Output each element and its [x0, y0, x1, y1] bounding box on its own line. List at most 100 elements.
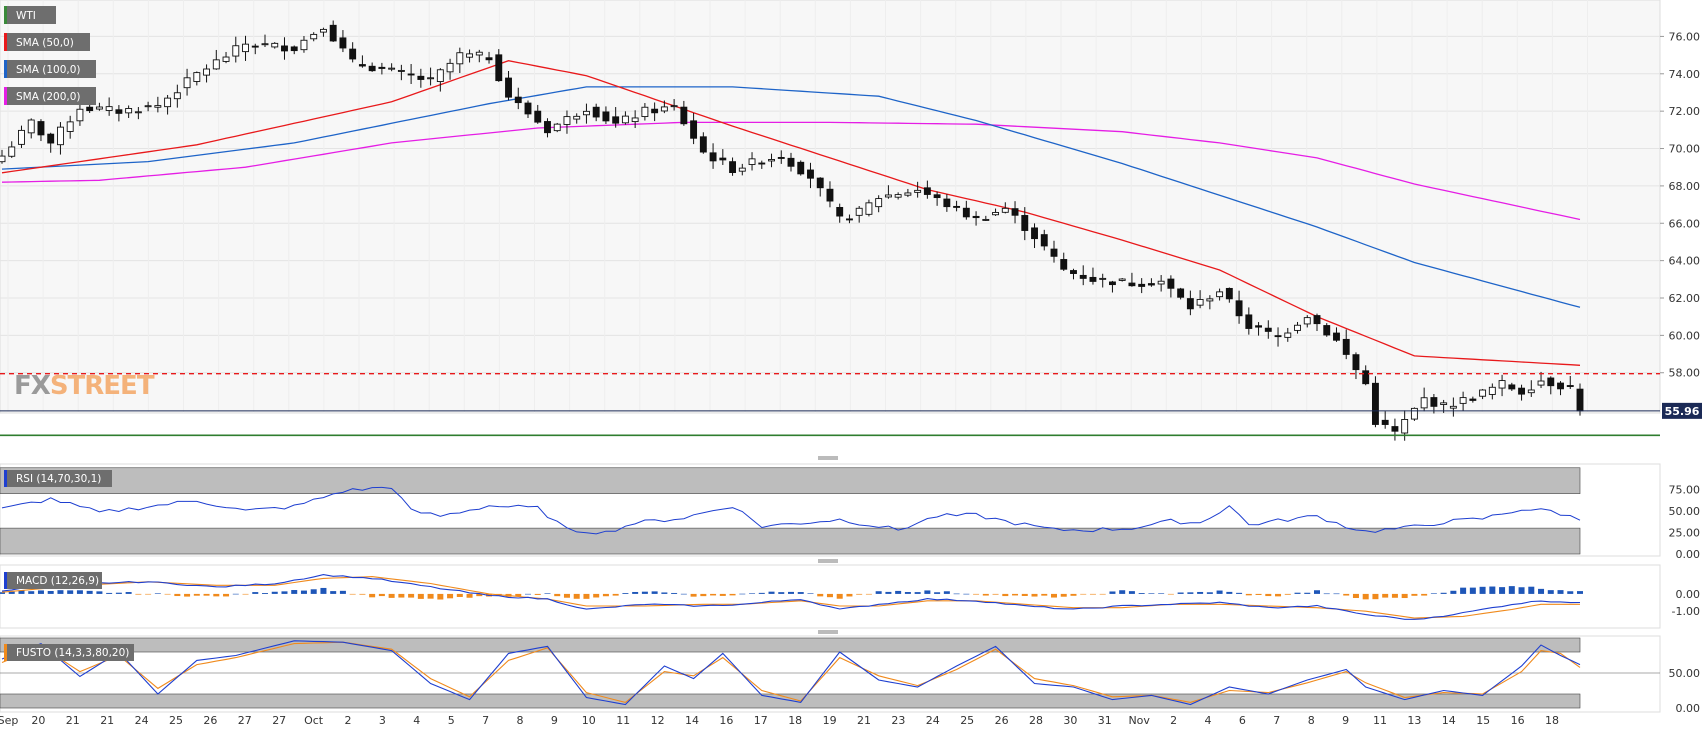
macd-histogram-bar — [125, 592, 132, 594]
time-tick-label: 16 — [719, 714, 733, 727]
candle-body — [76, 108, 84, 122]
macd-histogram-bar — [1197, 591, 1204, 594]
macd-tick-label: 0.00 — [1676, 588, 1701, 601]
legend-fusto[interactable]: FUSTO (14,3,3,80,20) — [4, 644, 134, 661]
candle-body — [787, 157, 795, 167]
macd-histogram-bar — [37, 590, 44, 594]
candle-body — [514, 96, 522, 104]
macd-line — [1, 574, 1581, 620]
macd-histogram-bar — [1343, 593, 1350, 596]
macd-pane: 0.00 -1.00 MACD (12,26,9) — [0, 564, 1701, 629]
fusto-tick-label: 0.00 — [1676, 702, 1701, 715]
candle-body — [602, 111, 610, 122]
fusto-lines — [1, 640, 1581, 706]
macd-histogram-bar — [563, 593, 570, 598]
candle-body — [1079, 274, 1087, 279]
price-tick-label: 64.00 — [1669, 255, 1701, 268]
candle-body — [1459, 397, 1467, 404]
candle-body — [894, 194, 902, 198]
time-tick-label: 10 — [582, 714, 596, 727]
price-tick-label: 58.00 — [1669, 367, 1701, 380]
sma200-line — [1, 121, 1581, 221]
candle-body — [271, 42, 279, 48]
pane-divider[interactable] — [818, 559, 838, 563]
macd-histogram-bar — [1528, 586, 1535, 594]
macd-histogram-bar — [18, 590, 25, 594]
time-tick-label: 12 — [651, 714, 665, 727]
time-tick-label: 4 — [1205, 714, 1212, 727]
candle-body — [105, 106, 113, 111]
macd-histogram — [0, 586, 1583, 600]
legend-macd[interactable]: MACD (12,26,9) — [4, 572, 102, 589]
candle-body — [709, 152, 717, 162]
candle-body — [631, 117, 639, 123]
macd-histogram-bar — [310, 589, 317, 594]
macd-histogram-bar — [1216, 590, 1223, 594]
macd-histogram-bar — [213, 593, 220, 597]
candle-body — [1255, 325, 1263, 328]
legend-sma200[interactable]: SMA (200,0) — [4, 87, 96, 105]
macd-histogram-bar — [1265, 593, 1272, 597]
macd-histogram-bar — [339, 590, 346, 594]
candle-body — [358, 64, 366, 67]
rsi-pane: 75.00 50.00 25.00 0.00 RSI (14,70,30,1) — [0, 463, 1700, 561]
candle-body — [1108, 281, 1116, 286]
macd-lines — [1, 574, 1581, 620]
fusto-axis: 50.00 0.00 — [1669, 667, 1701, 715]
candle-body — [845, 218, 853, 221]
macd-histogram-bar — [534, 593, 541, 595]
last-price-badge: 55.96 — [1662, 402, 1702, 419]
candle-body — [1333, 332, 1340, 341]
candle-body — [1089, 276, 1097, 282]
candle-body — [232, 45, 240, 57]
candle-body — [466, 53, 474, 58]
macd-histogram-bar — [612, 593, 619, 596]
legend-rsi[interactable]: RSI (14,70,30,1) — [4, 470, 112, 487]
levels — [0, 373, 1660, 437]
candle-body — [368, 65, 376, 72]
macd-histogram-bar — [1148, 593, 1155, 594]
candle-body — [1196, 299, 1204, 306]
candle-body — [699, 136, 707, 153]
time-tick-label: 13 — [1407, 714, 1421, 727]
candle-body — [1216, 291, 1224, 298]
macd-histogram-bar — [232, 593, 239, 595]
macd-histogram-bar — [1255, 593, 1262, 595]
macd-histogram-bar — [1479, 586, 1486, 594]
candle-body — [446, 62, 454, 73]
legend-sma50[interactable]: SMA (50,0) — [4, 33, 90, 51]
svg-text:RSI (14,70,30,1): RSI (14,70,30,1) — [16, 473, 101, 485]
candle-body — [797, 161, 805, 175]
time-tick-label: 17 — [754, 714, 768, 727]
macd-histogram-bar — [1031, 593, 1038, 597]
macd-histogram-bar — [749, 593, 756, 594]
candle-body — [485, 57, 493, 61]
candle-body — [729, 161, 737, 174]
time-tick-label: 21 — [66, 714, 80, 727]
candle-body — [222, 56, 230, 62]
macd-histogram-bar — [1314, 590, 1320, 594]
macd-histogram-bar — [982, 593, 989, 596]
time-tick-label: 19 — [823, 714, 837, 727]
legend-wti[interactable]: WTI — [4, 6, 56, 24]
candle-body — [27, 119, 35, 134]
candle-body — [56, 126, 64, 146]
candle-body — [1508, 384, 1516, 390]
macd-histogram-bar — [973, 593, 980, 595]
macd-histogram-bar — [408, 593, 415, 598]
pane-divider[interactable] — [0, 456, 1707, 461]
candle-body — [1118, 278, 1126, 281]
macd-histogram-bar — [826, 593, 833, 598]
macd-histogram-bar — [865, 593, 872, 595]
legend-sma100[interactable]: SMA (100,0) — [4, 60, 96, 78]
candle-body — [1440, 402, 1448, 405]
candle-body — [1430, 397, 1438, 407]
candle-body — [329, 24, 337, 42]
candle-body — [417, 75, 425, 80]
pane-divider[interactable] — [818, 630, 838, 634]
time-tick-label: 5 — [448, 714, 455, 727]
candle-body — [1264, 327, 1272, 332]
candle-body — [1527, 389, 1535, 394]
macd-histogram-bar — [1518, 587, 1525, 594]
